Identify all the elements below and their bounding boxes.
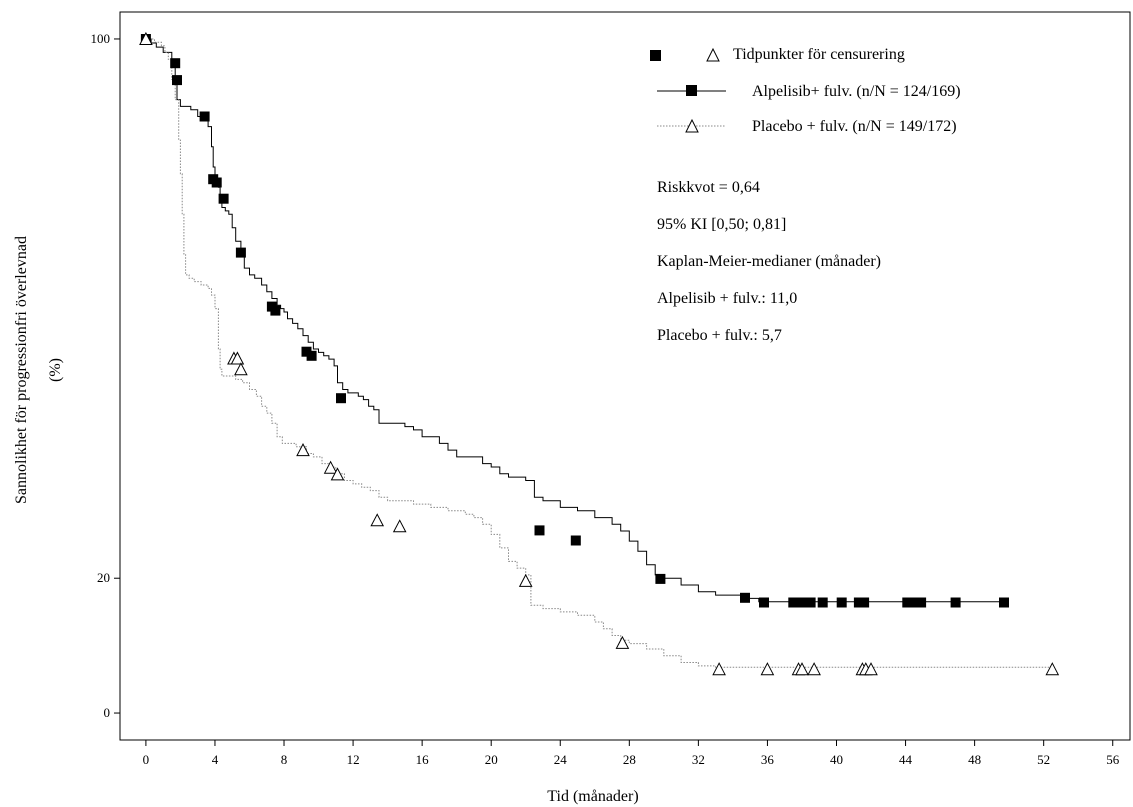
alpelisib-censor-marker — [909, 597, 920, 608]
alpelisib-censor-marker — [534, 525, 545, 536]
x-tick-label: 32 — [692, 752, 705, 767]
alpelisib-censor-marker — [301, 346, 312, 357]
placebo-survival-curve — [145, 38, 1053, 668]
alpelisib-censor-marker — [853, 597, 864, 608]
alpelisib-censor-marker — [916, 597, 927, 608]
x-tick-label: 16 — [416, 752, 430, 767]
x-tick-label: 8 — [281, 752, 288, 767]
x-tick-label: 48 — [968, 752, 981, 767]
plot-frame — [119, 11, 1131, 741]
annotation-hazard-ratio: Riskkvot = 0,64 — [657, 179, 760, 196]
y-tick-label: 20 — [97, 570, 110, 585]
placebo-censor-marker — [864, 662, 878, 676]
placebo-censor-marker — [139, 31, 153, 45]
alpelisib-censor-marker — [859, 597, 870, 608]
placebo-censor-marker — [230, 351, 245, 365]
placebo-censor-marker — [330, 467, 345, 481]
x-tick-label: 44 — [899, 752, 913, 767]
annotation-ci: 95% KI [0,50; 0,81] — [657, 216, 786, 233]
legend: Tidpunkter för censurering Alpelisib+ fu… — [650, 46, 961, 135]
x-tick-label: 24 — [554, 752, 568, 767]
annotations: Riskkvot = 0,64 95% KI [0,50; 0,81] Kapl… — [657, 179, 881, 344]
placebo-censor-marker — [392, 519, 407, 533]
alpelisib-censor-marker — [172, 75, 182, 86]
alpelisib-censor-marker — [805, 597, 816, 608]
legend-alpelisib-marker — [686, 85, 697, 96]
x-tick-label: 12 — [347, 752, 360, 767]
alpelisib-survival-curve — [145, 38, 1004, 603]
alpelisib-censor-marker — [655, 573, 666, 584]
x-tick-label: 52 — [1037, 752, 1050, 767]
placebo-censor-marker — [296, 443, 310, 457]
alpelisib-censor-marker — [817, 597, 828, 608]
alpelisib-censor-marker — [170, 58, 181, 69]
alpelisib-censor-marker — [759, 597, 769, 608]
legend-placebo-marker — [685, 118, 699, 133]
legend-censor-triangle-marker — [706, 47, 720, 62]
placebo-censor-marker — [712, 662, 726, 676]
x-tick-label: 40 — [830, 752, 843, 767]
alpelisib-censor-marker — [218, 193, 229, 204]
alpelisib-censor-marker — [336, 393, 346, 404]
y-axis-title-line2: (%) — [47, 358, 64, 382]
alpelisib-censor-marker — [999, 597, 1009, 608]
y-tick-label: 100 — [91, 31, 111, 46]
alpelisib-censor-marker — [902, 597, 913, 608]
alpelisib-censor-marker — [740, 592, 750, 603]
x-axis-title: Tid (månader) — [547, 788, 638, 805]
alpelisib-censor-marker — [270, 305, 281, 316]
x-tick-label: 28 — [623, 752, 636, 767]
legend-placebo-label: Placebo + fulv. (n/N = 149/172) — [752, 118, 957, 135]
alpelisib-censor-marker — [788, 597, 799, 608]
legend-alpelisib-label: Alpelisib+ fulv. (n/N = 124/169) — [752, 83, 961, 100]
annotation-placebo-median: Placebo + fulv.: 5,7 — [657, 327, 782, 344]
legend-censor-label: Tidpunkter för censurering — [733, 46, 905, 63]
placebo-censor-marker — [1045, 662, 1060, 676]
placebo-censor-marker — [370, 513, 385, 527]
annotation-alpelisib-median: Alpelisib + fulv.: 11,0 — [657, 290, 797, 307]
placebo-censor-marker — [760, 662, 775, 676]
alpelisib-censor-marker — [836, 597, 847, 608]
placebo-censor-marker — [615, 635, 630, 649]
alpelisib-censor-marker — [211, 177, 222, 188]
annotation-km-medians-heading: Kaplan-Meier-medianer (månader) — [657, 253, 881, 270]
alpelisib-censor-marker — [797, 597, 807, 608]
y-axis-title-line1: Sannolikhet för progressionfri överlevna… — [13, 236, 30, 504]
x-tick-label: 36 — [761, 752, 775, 767]
x-tick-label: 56 — [1106, 752, 1120, 767]
legend-censor-square-marker — [650, 50, 661, 61]
placebo-censor-marker — [807, 662, 821, 676]
x-tick-label: 4 — [212, 752, 219, 767]
placebo-censor-marker — [323, 460, 338, 474]
alpelisib-censor-marker — [570, 535, 581, 546]
alpelisib-censor-marker — [306, 350, 317, 361]
placebo-censor-marker — [795, 662, 809, 676]
alpelisib-censor-marker — [199, 111, 210, 122]
x-tick-label: 0 — [143, 752, 150, 767]
alpelisib-censor-marker — [235, 247, 246, 258]
alpelisib-censor-marker — [950, 597, 961, 608]
x-tick-label: 20 — [485, 752, 498, 767]
placebo-censor-marker — [518, 573, 533, 587]
y-tick-label: 0 — [104, 705, 111, 720]
placebo-censor-marker — [234, 362, 248, 376]
